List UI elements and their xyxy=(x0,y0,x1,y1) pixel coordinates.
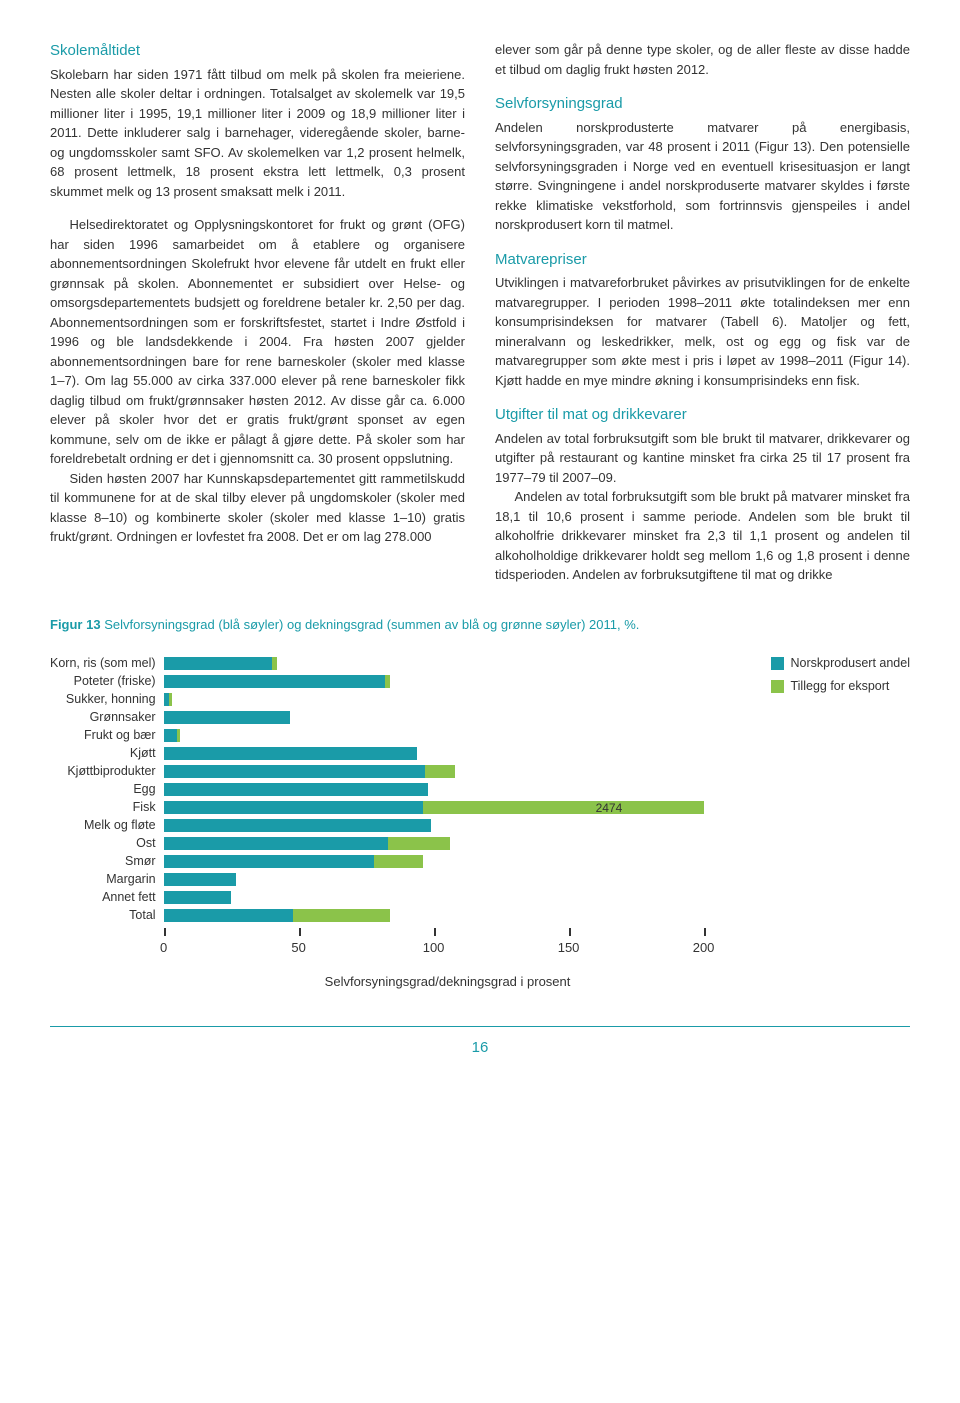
chart-category-label: Ost xyxy=(50,834,156,852)
chart-tick xyxy=(704,928,706,936)
chart-category-label: Kjøtt xyxy=(50,744,156,762)
chart-bar-row xyxy=(164,834,732,852)
chart-annotation: 2474 xyxy=(596,799,623,817)
legend-swatch xyxy=(771,680,784,693)
chart-bar-blue xyxy=(164,675,385,688)
chart-bar-row: 2474 xyxy=(164,798,732,816)
left-column: Skolemåltidet Skolebarn har siden 1971 f… xyxy=(50,40,465,585)
left-p3: Siden høsten 2007 har Kunnskapsdeparteme… xyxy=(50,469,465,547)
chart-legend: Norskprodusert andel Tillegg for eksport xyxy=(731,654,910,700)
figure-caption-rest: Selvforsyningsgrad (blå søyler) og dekni… xyxy=(101,617,640,632)
chart-bar-blue xyxy=(164,711,291,724)
chart-tick xyxy=(434,928,436,936)
bar-chart: Korn, ris (som mel)Poteter (friske)Sukke… xyxy=(50,654,910,992)
chart-y-labels: Korn, ris (som mel)Poteter (friske)Sukke… xyxy=(50,654,164,924)
chart-bar-green xyxy=(385,675,390,688)
chart-tick-label: 0 xyxy=(160,938,167,958)
chart-category-label: Fisk xyxy=(50,798,156,816)
chart-bar-row xyxy=(164,906,732,924)
chart-bar-blue xyxy=(164,891,232,904)
right-p4: Andelen av total forbruksutgift som ble … xyxy=(495,487,910,585)
chart-category-label: Poteter (friske) xyxy=(50,672,156,690)
chart-bar-blue xyxy=(164,729,178,742)
left-p1: Skolebarn har siden 1971 fått tilbud om … xyxy=(50,65,465,202)
chart-bar-row xyxy=(164,780,732,798)
legend-item: Tillegg for eksport xyxy=(771,677,910,696)
chart-category-label: Egg xyxy=(50,780,156,798)
chart-bar-blue xyxy=(164,765,426,778)
chart-bar-row xyxy=(164,726,732,744)
chart-category-label: Grønnsaker xyxy=(50,708,156,726)
chart-bar-green xyxy=(272,657,277,670)
chart-bar-row xyxy=(164,690,732,708)
figure-caption-label: Figur 13 xyxy=(50,617,101,632)
chart-bar-row xyxy=(164,708,732,726)
chart-category-label: Smør xyxy=(50,852,156,870)
chart-tick-label: 100 xyxy=(423,938,445,958)
chart-bar-blue xyxy=(164,873,237,886)
chart-category-label: Korn, ris (som mel) xyxy=(50,654,156,672)
legend-label: Norskprodusert andel xyxy=(790,654,910,673)
right-p2: Utviklingen i matvareforbruket påvirkes … xyxy=(495,273,910,390)
chart-tick-label: 50 xyxy=(291,938,305,958)
chart-tick-label: 200 xyxy=(693,938,715,958)
chart-bar-row xyxy=(164,852,732,870)
chart-bar-green xyxy=(388,837,450,850)
chart-category-label: Frukt og bær xyxy=(50,726,156,744)
chart-bar-blue xyxy=(164,747,418,760)
chart-category-label: Kjøttbiprodukter xyxy=(50,762,156,780)
legend-label: Tillegg for eksport xyxy=(790,677,889,696)
chart-bar-green xyxy=(169,693,172,706)
chart-bar-green xyxy=(293,909,390,922)
page-number: 16 xyxy=(50,1037,910,1060)
chart-category-label: Margarin xyxy=(50,870,156,888)
chart-tick xyxy=(164,928,166,936)
chart-bar-blue xyxy=(164,855,375,868)
chart-tick xyxy=(299,928,301,936)
chart-bar-green xyxy=(177,729,180,742)
section-title-selvforsyning: Selvforsyningsgrad xyxy=(495,93,910,116)
chart-category-label: Total xyxy=(50,906,156,924)
chart-category-label: Sukker, honning xyxy=(50,690,156,708)
chart-bar-blue xyxy=(164,801,423,814)
chart-bar-row xyxy=(164,672,732,690)
footer-rule xyxy=(50,1026,910,1028)
chart-bar-row xyxy=(164,654,732,672)
chart-bar-green xyxy=(425,765,455,778)
chart-bar-row xyxy=(164,888,732,906)
section-title-matvarepriser: Matvarepriser xyxy=(495,249,910,272)
chart-bar-row xyxy=(164,762,732,780)
chart-plot-area: 2474 050100150200 Selvforsyningsgrad/dek… xyxy=(164,654,732,992)
left-p2: Helsedirektoratet og Opplysningskontoret… xyxy=(50,215,465,469)
chart-category-label: Annet fett xyxy=(50,888,156,906)
right-p0: elever som går på denne type skoler, og … xyxy=(495,40,910,79)
chart-bar-row xyxy=(164,816,732,834)
chart-bar-blue xyxy=(164,819,431,832)
chart-tick xyxy=(569,928,571,936)
chart-bar-blue xyxy=(164,837,388,850)
chart-bar-green xyxy=(374,855,423,868)
right-p3: Andelen av total forbruksutgift som ble … xyxy=(495,429,910,488)
section-title-skolemaltidet: Skolemåltidet xyxy=(50,40,465,63)
chart-bar-row xyxy=(164,870,732,888)
legend-item: Norskprodusert andel xyxy=(771,654,910,673)
chart-tick-label: 150 xyxy=(558,938,580,958)
chart-category-label: Melk og fløte xyxy=(50,816,156,834)
chart-bar-green xyxy=(423,801,704,814)
right-p1: Andelen norskprodusterte matvarer på ene… xyxy=(495,118,910,235)
chart-bar-blue xyxy=(164,783,429,796)
section-title-utgifter: Utgifter til mat og drikkevarer xyxy=(495,404,910,427)
chart-bar-blue xyxy=(164,909,294,922)
legend-swatch xyxy=(771,657,784,670)
chart-bar-row xyxy=(164,744,732,762)
chart-x-axis: 050100150200 xyxy=(164,928,732,968)
chart-bar-blue xyxy=(164,657,272,670)
figure-caption: Figur 13 Selvforsyningsgrad (blå søyler)… xyxy=(50,615,910,635)
right-column: elever som går på denne type skoler, og … xyxy=(495,40,910,585)
chart-x-axis-label: Selvforsyningsgrad/dekningsgrad i prosen… xyxy=(164,972,732,992)
